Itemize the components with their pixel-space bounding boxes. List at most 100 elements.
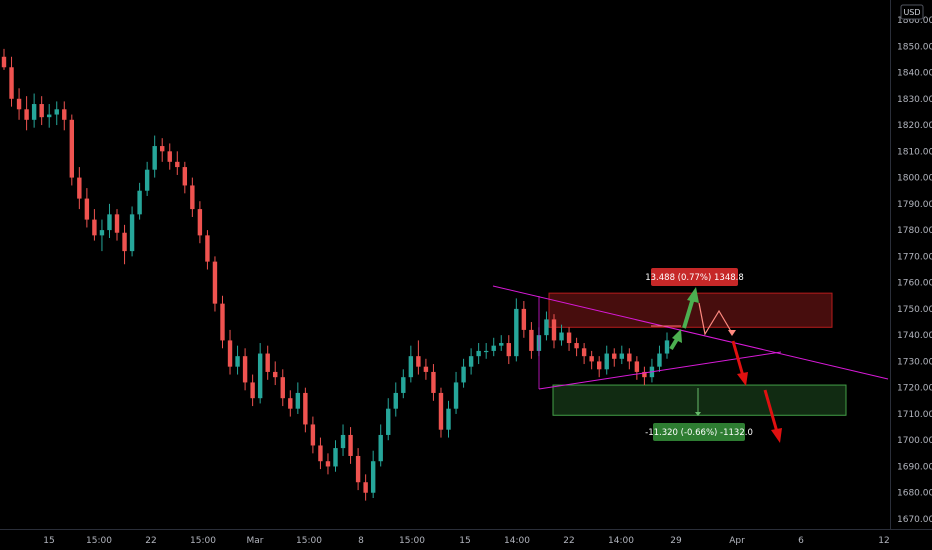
candle-body [62,109,67,120]
currency-badge[interactable] [900,4,924,20]
candle-body [499,343,504,346]
candle-body [303,392,308,425]
candle-body [160,146,165,152]
candle-body [476,350,481,357]
candle-body [212,261,218,304]
candle-body [401,377,406,393]
price-tick-label: 1810.000 [897,147,932,157]
price-tick-label: 1770.000 [897,252,932,262]
candle-body [280,377,285,399]
candle-body [235,356,240,367]
price-tick-label: 1750.000 [897,305,932,315]
bear-arrow-shaft [731,340,745,377]
time-tick-label: 22 [145,536,156,546]
price-tick-label: 1840.000 [897,69,932,79]
candle-body [604,353,609,370]
candle-body [205,235,210,262]
candle-body [378,434,383,462]
candle-body [393,392,398,409]
candle-body [355,455,361,483]
candle-body [175,161,180,168]
time-tick-label: 8 [358,536,364,546]
price-axis[interactable]: 1670.000 1680.000 1690.000 1700.000 1710.000… [897,16,932,525]
bull-arrow-shaft [682,297,695,329]
candle-body [423,366,429,372]
candle-body [152,146,157,170]
candle-body [129,214,135,252]
candle-body [227,340,233,367]
time-tick-label: 14:00 [504,536,530,546]
candle-body [642,371,647,378]
price-tick-label: 1800.000 [897,174,932,184]
candle-body [1,56,7,68]
candle-body [589,356,594,362]
candle-body [54,109,59,115]
candle-body [514,308,519,357]
candle-body [612,353,617,359]
price-tick-label: 1860.000 [897,16,932,26]
time-tick-label: 15:00 [399,536,425,546]
candle-body [250,382,255,399]
candle-body [99,230,105,236]
candle-body [619,353,624,359]
candle-body [318,445,323,462]
candle-body [468,356,474,367]
bull-arrow-shaft [669,337,679,351]
time-tick-label: 22 [563,536,574,546]
candle-body [114,214,120,233]
candle-body [506,343,511,357]
price-tick-label: 1790.000 [897,200,932,210]
bull-arrow-head [672,329,682,343]
time-tick-label: 15 [459,536,470,546]
candle-body [348,434,353,456]
candle-body [483,350,489,353]
candle-body [69,119,75,178]
upside-label-text: 13.488 (0.77%) 1348.8 [645,273,744,283]
candle-body [559,332,564,341]
candle-body [340,434,346,449]
price-tick-label: 1670.000 [897,515,932,525]
time-axis[interactable]: 15 15:00 22 15:00 Mar 15:00 8 15:00 15 14:00 22 14:… [43,536,889,546]
candle-body [333,448,338,467]
candle-body [39,104,44,118]
ascending-trendline [538,351,782,390]
candle-body [581,348,587,357]
candle-body [144,169,150,191]
candle-body [77,177,82,199]
candle-body [431,371,436,393]
price-tick-label: 1680.000 [897,489,932,499]
downside-label-box [653,423,745,441]
price-tick-label: 1820.000 [897,121,932,131]
candle-body [288,398,293,409]
candle-body [386,408,391,435]
candle-body [438,392,444,430]
time-tick-label: 29 [670,536,682,546]
price-tick-label: 1830.000 [897,95,932,105]
candle-body [182,167,188,186]
price-tick-label: 1850.000 [897,42,932,52]
price-tick-label: 1710.000 [897,410,932,420]
time-tick-label: 12 [878,536,889,546]
measure-arrowhead [695,412,701,416]
candle-body [92,219,97,236]
candle-body [257,353,263,399]
candle-body [197,209,203,236]
price-tick-label: 1720.000 [897,384,932,394]
range-labels: 13.488 (0.77%) 1348.8 -11.320 (-0.66%) -1… [645,268,753,441]
downside-label-text: -11.320 (-0.66%) -1132.0 [645,428,753,438]
bull-arrow-head [687,287,699,303]
candle-body [295,392,301,409]
candle-body [446,408,451,430]
candle-body [190,185,195,210]
projection-arrows [651,287,782,443]
candle-body [167,151,172,162]
time-tick-label: Mar [247,536,264,546]
candle-body [596,361,602,370]
time-tick-label: 15:00 [86,536,112,546]
price-tick-label: 1700.000 [897,436,932,446]
candles [1,48,670,501]
candle-body [24,109,29,120]
